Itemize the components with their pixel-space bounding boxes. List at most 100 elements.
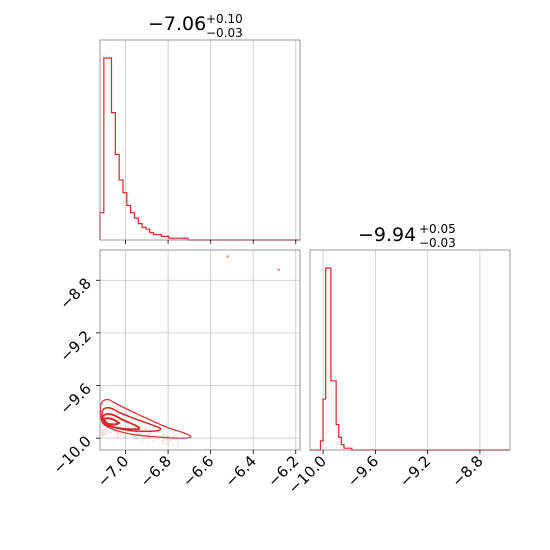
grid bbox=[125, 40, 297, 240]
scatter-point bbox=[169, 438, 172, 441]
scatter-point bbox=[163, 442, 166, 445]
y-tick-label: −8.8 bbox=[56, 274, 94, 312]
scatter-point bbox=[162, 433, 165, 436]
scatter-point bbox=[162, 433, 165, 436]
axes-frame bbox=[309, 249, 511, 451]
scatter-point bbox=[161, 439, 164, 442]
param1-minus: −0.03 bbox=[206, 26, 243, 40]
scatter-point bbox=[101, 429, 104, 432]
param2-title: −9.94 bbox=[358, 224, 416, 246]
scatter-point bbox=[165, 438, 168, 441]
contour-core bbox=[102, 417, 121, 426]
param2-plus: +0.05 bbox=[419, 222, 456, 236]
scatter-point bbox=[134, 436, 137, 439]
scatter-point bbox=[139, 433, 142, 436]
grid bbox=[100, 250, 300, 450]
density-contours bbox=[99, 398, 192, 439]
scatter-point bbox=[172, 444, 175, 447]
param2-value: −9.94 bbox=[358, 224, 416, 246]
scatter-point bbox=[149, 429, 152, 432]
scatter-point bbox=[115, 433, 118, 436]
scatter-point bbox=[146, 440, 149, 443]
scatter-point bbox=[116, 434, 119, 437]
scatter-point bbox=[154, 438, 157, 441]
scatter-point bbox=[133, 435, 136, 438]
scatter-point bbox=[122, 436, 125, 439]
scatter-point bbox=[148, 433, 151, 436]
scatter-point bbox=[103, 415, 106, 418]
scatter-point bbox=[162, 438, 165, 441]
param1-value: −7.06 bbox=[148, 13, 206, 35]
scatter-point bbox=[101, 429, 104, 432]
y-tick-label: −10.0 bbox=[50, 432, 95, 477]
param2-minus: −0.03 bbox=[419, 236, 456, 250]
scatter-point bbox=[109, 431, 112, 434]
axes-frame bbox=[99, 249, 301, 451]
scatter-point bbox=[105, 432, 108, 435]
scatter-point bbox=[102, 434, 105, 437]
histogram-step-param1 bbox=[99, 57, 300, 241]
x-tick-label: −8.8 bbox=[448, 452, 486, 490]
scatter-point bbox=[101, 431, 104, 434]
contour-outer bbox=[99, 398, 192, 439]
scatter-point bbox=[142, 436, 145, 439]
scatter-point bbox=[113, 434, 116, 437]
x-ticks: −10.0 −9.6 −9.2 −8.8 bbox=[285, 450, 487, 497]
outlier-point bbox=[277, 268, 281, 272]
axes-frame bbox=[99, 39, 301, 241]
scatter-point bbox=[147, 437, 150, 440]
scatter-point bbox=[103, 428, 106, 431]
x-ticks: −7.0 −6.8 −6.6 −6.4 −6.2 bbox=[94, 450, 303, 491]
outlier-point bbox=[226, 255, 230, 258]
scatter-point bbox=[101, 434, 104, 437]
scatter-point bbox=[141, 439, 144, 442]
scatter-point bbox=[169, 440, 172, 443]
x-tick-label: −6.4 bbox=[222, 452, 260, 490]
scatter-point bbox=[147, 433, 150, 436]
scatter-point bbox=[135, 437, 138, 440]
scatter-point bbox=[162, 433, 165, 436]
scatter-point bbox=[156, 438, 159, 441]
scatter-point bbox=[162, 440, 165, 443]
scatter-point bbox=[107, 420, 110, 423]
scatter-point bbox=[157, 431, 160, 434]
scatter-point bbox=[137, 431, 140, 434]
scatter-point bbox=[117, 433, 120, 436]
contour-panel: −7.0 −6.8 −6.6 −6.4 −6.2 −10.0 −9.6 −9.2 −8.8 bbox=[50, 249, 303, 491]
scatter-point bbox=[109, 431, 112, 434]
param1-plus: +0.10 bbox=[206, 12, 243, 26]
scatter-point bbox=[143, 428, 146, 431]
x-tick-label: −9.6 bbox=[344, 452, 382, 490]
scatter-point bbox=[115, 436, 118, 439]
contour-inner bbox=[101, 412, 141, 431]
scatter-point bbox=[144, 428, 147, 431]
scatter-point bbox=[111, 421, 114, 424]
y-tick-label: −9.6 bbox=[56, 380, 94, 418]
scatter-point bbox=[108, 431, 111, 434]
histogram-panel-param2: −10.0 −9.6 −9.2 −8.8 −9.94 +0.05 −0.03 bbox=[285, 222, 511, 497]
x-tick-label: −6.6 bbox=[179, 452, 217, 490]
scatter-point bbox=[161, 441, 164, 444]
scatter-point bbox=[128, 426, 131, 429]
y-ticks: −10.0 −9.6 −9.2 −8.8 bbox=[50, 274, 100, 477]
x-tick-label: −7.0 bbox=[94, 452, 132, 490]
scatter-point bbox=[132, 435, 135, 438]
scatter-point bbox=[144, 433, 147, 436]
scatter-point bbox=[119, 434, 122, 437]
y-tick-label: −9.2 bbox=[56, 327, 94, 365]
scatter-point bbox=[105, 428, 108, 431]
scatter-point bbox=[152, 440, 155, 443]
histogram-panel-param1: −7.06 +0.10 −0.03 bbox=[99, 12, 301, 244]
scatter-point bbox=[123, 425, 126, 428]
scatter-point bbox=[104, 433, 107, 436]
grid bbox=[322, 250, 481, 450]
scatter-point bbox=[165, 442, 168, 445]
scatter-point bbox=[155, 431, 158, 434]
scatter-point bbox=[103, 433, 106, 436]
scatter-point bbox=[101, 426, 104, 429]
scatter-point bbox=[171, 435, 174, 438]
scatter-point bbox=[116, 431, 119, 434]
scatter-point bbox=[101, 432, 104, 435]
scatter-point bbox=[164, 434, 167, 437]
